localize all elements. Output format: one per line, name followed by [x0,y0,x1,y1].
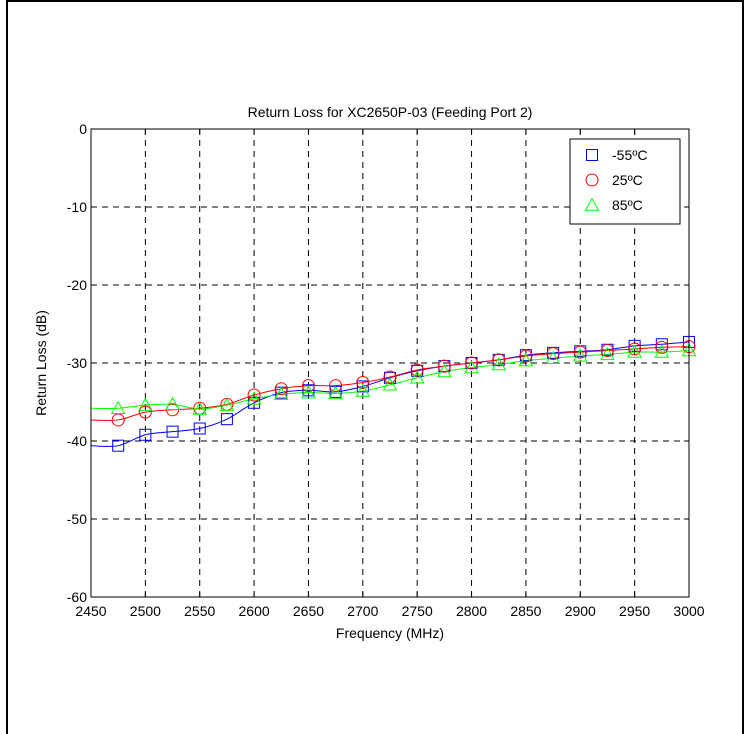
data-point-triangle [138,397,153,411]
data-point-circle [301,379,315,393]
series-markers [110,335,697,452]
x-tick-label: 2600 [239,603,270,619]
data-point-triangle [192,401,208,415]
data-point-circle [356,376,370,389]
data-point-triangle [246,391,262,405]
data-point-circle [437,359,451,373]
data-point-triangle [464,360,479,374]
x-tick-label: 2900 [565,603,596,619]
y-tick-label: -60 [67,589,87,605]
data-point-circle [655,340,669,354]
data-point-triangle [219,397,235,411]
data-point-triangle [382,377,398,391]
x-tick-label: 2750 [402,603,433,619]
data-point-triangle [110,400,126,414]
legend-label: 85ºC [612,197,643,213]
data-point-circle [138,405,152,419]
data-point-triangle [654,344,670,358]
data-point-triangle [355,383,371,397]
x-tick-label: 2450 [75,603,106,619]
x-axis-ticks: 2450 2500 2550 2600 2650 2700 2750 2800 2850 2900… [75,129,705,619]
data-point-triangle [600,346,615,361]
x-tick-label: 2950 [619,603,650,619]
x-tick-label: 3000 [673,603,704,619]
legend-marker-square [586,149,598,161]
y-axis-label: Return Loss (dB) [33,310,49,416]
data-point-triangle [273,386,289,400]
x-tick-label: 2550 [184,603,215,619]
data-point-square [166,425,179,438]
legend: -55ºC 25ºC 85ºC [569,138,681,225]
data-point-triangle [491,357,507,371]
data-point-circle [628,342,642,356]
grid-lines [91,129,689,597]
legend-label: -55ºC [612,147,647,163]
x-axis-label: Frequency (MHz) [336,625,444,641]
data-point-circle [383,370,397,384]
data-point-square [139,428,152,441]
x-tick-label: 2800 [456,603,487,619]
data-point-circle [274,382,288,396]
data-point-circle [465,356,479,370]
data-point-circle [492,353,506,367]
data-point-circle [329,379,343,393]
y-axis-ticks: 0 -10 -20 -30 -40 -50 -60 [67,121,689,605]
data-point-circle [573,345,587,359]
data-point-triangle [437,364,452,378]
y-tick-label: -10 [67,199,87,215]
chart-title: Return Loss for XC2650P-03 (Feeding Port… [248,104,533,120]
x-tick-label: 2850 [510,603,541,619]
x-tick-label: 2500 [130,603,161,619]
x-tick-label: 2650 [293,603,324,619]
y-tick-label: -40 [67,433,87,449]
data-point-square [193,422,206,435]
data-point-circle [247,388,261,402]
data-point-triangle [409,370,425,384]
y-tick-label: 0 [79,121,87,137]
data-point-square [112,439,125,452]
legend-label: 25ºC [612,172,643,188]
data-point-triangle [545,350,561,365]
data-point-square [220,413,233,426]
data-point-triangle [328,385,343,400]
data-point-circle [410,363,424,377]
data-point-square [356,380,369,393]
data-point-circle [519,349,533,363]
data-point-square [302,384,315,397]
x-tick-label: 2700 [347,603,378,619]
data-point-triangle [627,344,642,358]
y-tick-label: -50 [67,511,87,527]
data-point-circle [546,347,560,361]
y-tick-label: -20 [67,277,87,293]
legend-marker-circle [585,173,599,187]
data-point-triangle [301,385,316,399]
data-point-triangle [518,353,534,367]
legend-marker-triangle [584,197,600,211]
data-point-triangle [572,348,588,362]
figure-frame [6,0,744,734]
data-point-triangle [165,396,180,411]
series-line-1 [90,346,690,422]
series-line-2 [90,350,690,410]
y-tick-label: -30 [67,355,87,371]
data-point-circle [600,344,614,358]
